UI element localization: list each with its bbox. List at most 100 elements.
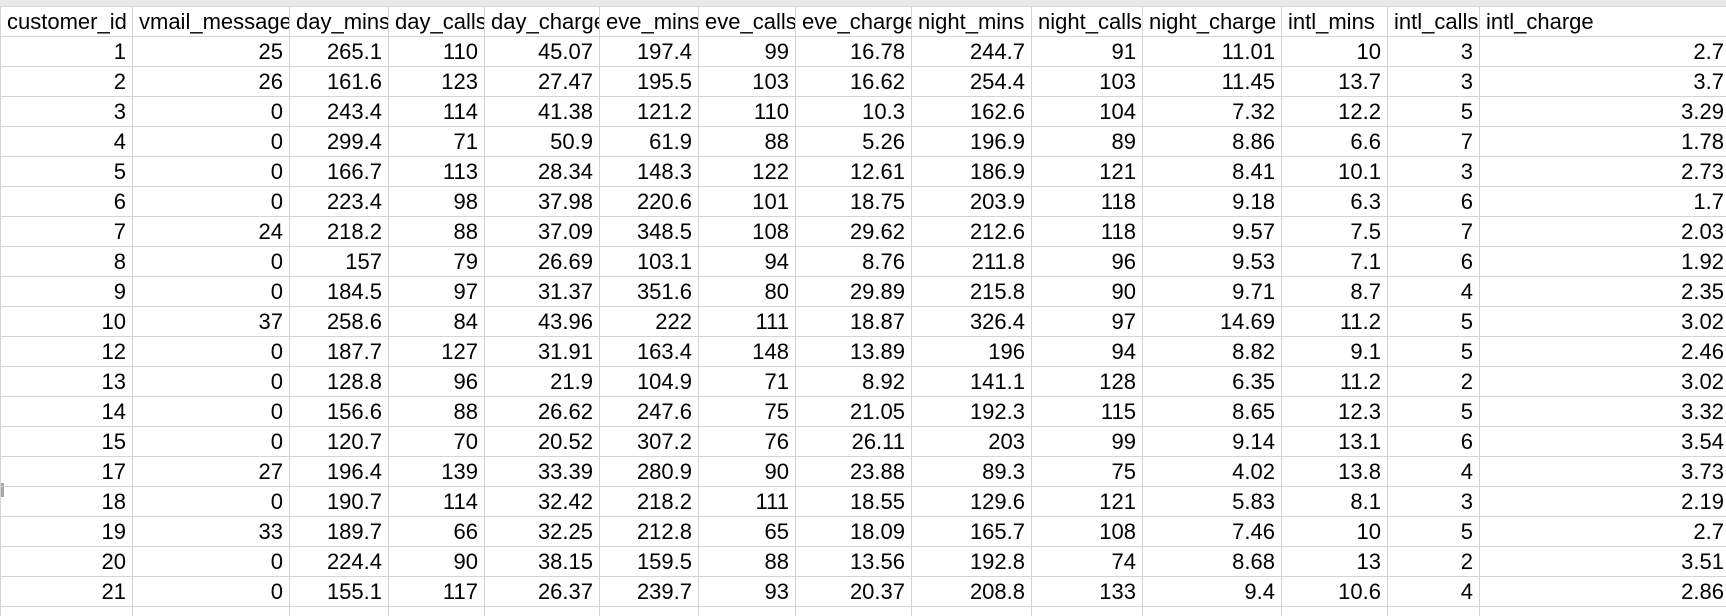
cell-eve-mins[interactable]: 351.6 [599,276,699,307]
cell-day-calls[interactable]: 117 [388,576,485,607]
cell-customer-id[interactable]: 15 [0,426,133,457]
cell-night-charge[interactable]: 9.18 [1142,186,1282,217]
cell-eve-mins[interactable]: 195.5 [599,66,699,97]
cell-day-mins[interactable]: 120.7 [289,426,389,457]
cell-day-calls[interactable]: 88 [388,216,485,247]
cell-intl-calls[interactable]: 7 [1387,216,1480,247]
cell-day-mins[interactable]: 157 [289,246,389,277]
cell-night-mins[interactable]: 186.9 [911,156,1032,187]
cell-day-charge[interactable]: 45.07 [484,36,600,67]
cell-intl-calls[interactable]: 2 [1387,366,1480,397]
cell-day-charge[interactable]: 32.42 [484,486,600,517]
cell-eve-charge[interactable]: 29.62 [795,216,912,247]
cell-intl-mins[interactable]: 9.1 [1281,336,1388,367]
cell-eve-mins[interactable]: 159.5 [599,546,699,577]
cell-night-charge[interactable]: 14.69 [1142,306,1282,337]
cell-night-charge[interactable]: 9.4 [1142,576,1282,607]
cell-customer-id[interactable]: 19 [0,516,133,547]
cell-day-calls[interactable]: 88 [388,396,485,427]
cell-eve-mins[interactable]: 104.9 [599,366,699,397]
cell-customer-id[interactable]: 1 [0,36,133,67]
cell-eve-mins[interactable]: 222 [599,306,699,337]
cell-day-charge[interactable]: 38.15 [484,546,600,577]
column-header-intl-calls[interactable]: intl_calls [1387,6,1480,37]
cell-intl-mins[interactable]: 13.1 [1281,426,1388,457]
cell-day-calls[interactable]: 96 [388,366,485,397]
cell-day-mins[interactable]: 223.4 [289,186,389,217]
cell-customer-id[interactable]: 10 [0,306,133,337]
cell-day-charge[interactable]: 31.91 [484,336,600,367]
cell-night-mins[interactable]: 244.7 [911,36,1032,67]
cell-eve-charge[interactable]: 12.61 [795,156,912,187]
cell-night-calls[interactable]: 74 [1031,546,1143,577]
cell-night-calls[interactable]: 97 [1031,306,1143,337]
cell-day-calls[interactable] [388,606,485,616]
cell-day-calls[interactable]: 79 [388,246,485,277]
cell-eve-mins[interactable]: 307.2 [599,426,699,457]
cell-day-charge[interactable]: 26.37 [484,576,600,607]
cell-eve-calls[interactable]: 94 [698,246,796,277]
cell-intl-charge[interactable]: 2.86 [1479,576,1726,607]
cell-intl-mins[interactable]: 10.1 [1281,156,1388,187]
cell-intl-charge[interactable]: 2.35 [1479,276,1726,307]
cell-intl-calls[interactable]: 3 [1387,66,1480,97]
cell-night-mins[interactable]: 203.9 [911,186,1032,217]
cell-eve-calls[interactable]: 93 [698,576,796,607]
cell-intl-mins[interactable]: 13.7 [1281,66,1388,97]
cell-eve-mins[interactable]: 212.8 [599,516,699,547]
cell-customer-id[interactable]: 8 [0,246,133,277]
cell-eve-calls[interactable]: 88 [698,546,796,577]
cell-vmail-messages[interactable] [132,606,290,616]
cell-night-calls[interactable]: 118 [1031,186,1143,217]
cell-eve-charge[interactable]: 29.89 [795,276,912,307]
cell-day-mins[interactable]: 166.7 [289,156,389,187]
cell-intl-calls[interactable] [1387,606,1480,616]
cell-day-charge[interactable]: 50.9 [484,126,600,157]
cell-intl-mins[interactable] [1281,606,1388,616]
cell-intl-charge[interactable]: 2.03 [1479,216,1726,247]
cell-customer-id[interactable]: 18 [0,486,133,517]
cell-customer-id[interactable]: 6 [0,186,133,217]
cell-eve-calls[interactable]: 101 [698,186,796,217]
cell-day-calls[interactable]: 66 [388,516,485,547]
column-header-day-charge[interactable]: day_charge [484,6,600,37]
cell-intl-charge[interactable]: 2.7 [1479,36,1726,67]
cell-intl-charge[interactable]: 3.73 [1479,456,1726,487]
cell-eve-calls[interactable]: 99 [698,36,796,67]
cell-day-mins[interactable]: 184.5 [289,276,389,307]
cell-eve-mins[interactable]: 239.7 [599,576,699,607]
cell-eve-calls[interactable]: 111 [698,306,796,337]
cell-day-mins[interactable]: 265.1 [289,36,389,67]
cell-eve-mins[interactable]: 220.6 [599,186,699,217]
cell-customer-id[interactable]: 14 [0,396,133,427]
cell-night-mins[interactable]: 212.6 [911,216,1032,247]
cell-night-mins[interactable]: 165.7 [911,516,1032,547]
cell-day-mins[interactable]: 258.6 [289,306,389,337]
cell-eve-charge[interactable]: 8.76 [795,246,912,277]
cell-night-calls[interactable]: 91 [1031,36,1143,67]
cell-intl-calls[interactable]: 7 [1387,126,1480,157]
cell-night-mins[interactable]: 203 [911,426,1032,457]
cell-intl-charge[interactable]: 2.19 [1479,486,1726,517]
cell-night-charge[interactable]: 9.57 [1142,216,1282,247]
cell-intl-mins[interactable]: 11.2 [1281,366,1388,397]
cell-intl-mins[interactable]: 12.3 [1281,396,1388,427]
cell-day-calls[interactable]: 98 [388,186,485,217]
cell-customer-id[interactable]: 5 [0,156,133,187]
cell-eve-mins[interactable] [599,606,699,616]
cell-day-calls[interactable]: 110 [388,36,485,67]
cell-day-charge[interactable]: 26.69 [484,246,600,277]
cell-eve-charge[interactable]: 18.55 [795,486,912,517]
cell-eve-mins[interactable]: 121.2 [599,96,699,127]
cell-intl-calls[interactable]: 5 [1387,306,1480,337]
cell-vmail-messages[interactable]: 37 [132,306,290,337]
cell-day-charge[interactable]: 20.52 [484,426,600,457]
cell-eve-calls[interactable]: 65 [698,516,796,547]
cell-intl-calls[interactable]: 4 [1387,456,1480,487]
cell-intl-calls[interactable]: 5 [1387,96,1480,127]
cell-night-calls[interactable]: 128 [1031,366,1143,397]
column-header-intl-mins[interactable]: intl_mins [1281,6,1388,37]
cell-night-charge[interactable]: 7.32 [1142,96,1282,127]
cell-night-charge[interactable] [1142,606,1282,616]
